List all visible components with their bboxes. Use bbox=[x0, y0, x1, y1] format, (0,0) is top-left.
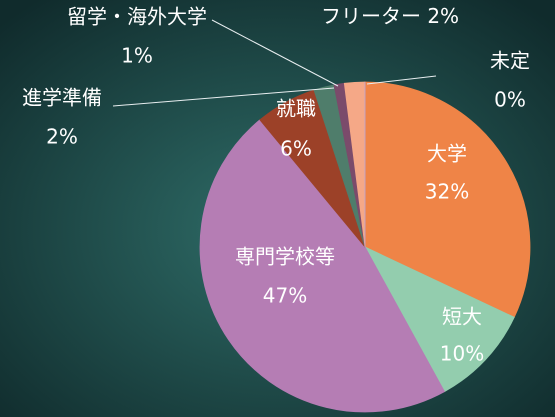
leader-line bbox=[366, 75, 437, 85]
category-label: フリーター bbox=[321, 4, 421, 28]
value-label: 6% bbox=[280, 137, 312, 161]
value-label: 2% bbox=[427, 4, 459, 28]
category-label: 留学・海外大学 bbox=[67, 5, 207, 29]
value-label: 0% bbox=[494, 88, 526, 112]
pie-slice bbox=[364, 246, 515, 393]
category-label: 大学 bbox=[427, 142, 467, 166]
pie bbox=[199, 81, 531, 413]
leader-line bbox=[211, 19, 339, 87]
value-label: 32% bbox=[425, 180, 469, 204]
pie-slice bbox=[199, 119, 446, 413]
category-label: 専門学校等 bbox=[235, 245, 335, 269]
category-label: 短大 bbox=[442, 305, 482, 329]
value-label: 2% bbox=[46, 125, 78, 149]
labels: 大学 32% 短大 10% 専門学校等 47% 就職 6% 進学準備 2% 留学・海外大学 1% フリー… bbox=[22, 4, 530, 366]
value-label: 1% bbox=[121, 44, 153, 68]
leader-line bbox=[112, 87, 335, 107]
pie-slice bbox=[364, 81, 531, 318]
data-label: フリーター 2% bbox=[321, 4, 459, 28]
category-label: 就職 bbox=[276, 97, 316, 121]
value-label: 10% bbox=[440, 342, 484, 366]
category-label: 未定 bbox=[490, 49, 530, 73]
value-label: 47% bbox=[263, 284, 307, 308]
category-label: 進学準備 bbox=[22, 86, 102, 110]
